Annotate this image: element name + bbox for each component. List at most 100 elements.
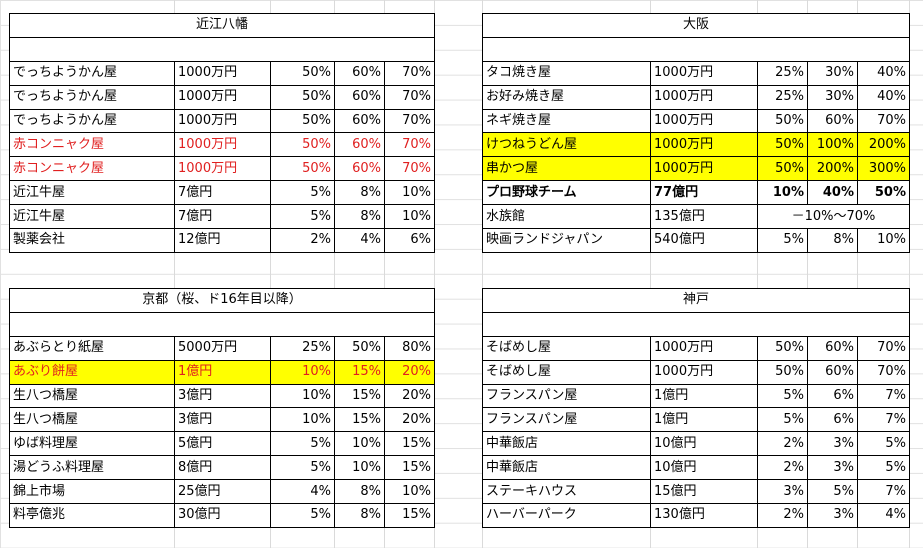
rate-cell-3[interactable]: 70% bbox=[384, 156, 435, 182]
rate-cell-3[interactable]: 10% bbox=[384, 180, 435, 206]
rate-cell-2[interactable]: 15% bbox=[334, 407, 385, 433]
amount-cell[interactable]: 15億円 bbox=[650, 479, 758, 505]
rate-cell-2[interactable]: 60% bbox=[334, 156, 385, 182]
amount-cell[interactable]: 5000万円 bbox=[174, 335, 271, 361]
rate-cell-3[interactable]: 70% bbox=[857, 359, 910, 385]
rate-cell-2[interactable]: 60% bbox=[807, 108, 858, 134]
rate-cell-3[interactable]: 7% bbox=[857, 383, 910, 409]
rate-range-cell[interactable]: －10%～70% bbox=[757, 204, 910, 230]
rate-cell-3[interactable]: 70% bbox=[384, 84, 435, 110]
rate-cell-2[interactable]: 40% bbox=[807, 180, 858, 206]
rate-cell-2[interactable]: 15% bbox=[334, 383, 385, 409]
rate-cell-3[interactable]: 15% bbox=[384, 431, 435, 457]
blank-cell[interactable] bbox=[9, 311, 435, 337]
amount-cell[interactable]: 77億円 bbox=[650, 180, 758, 206]
rate-cell-1[interactable]: 50% bbox=[757, 156, 808, 182]
rate-cell-2[interactable]: 30% bbox=[807, 60, 858, 86]
rate-cell-3[interactable]: 40% bbox=[857, 60, 910, 86]
rate-cell-3[interactable]: 300% bbox=[857, 156, 910, 182]
amount-cell[interactable]: 1000万円 bbox=[650, 359, 758, 385]
blank-cell[interactable] bbox=[482, 311, 910, 337]
table-title[interactable]: 神戸 bbox=[482, 288, 910, 313]
rate-cell-2[interactable]: 60% bbox=[807, 335, 858, 361]
amount-cell[interactable]: 1000万円 bbox=[650, 108, 758, 134]
amount-cell[interactable]: 8億円 bbox=[174, 455, 271, 481]
rate-cell-1[interactable]: 50% bbox=[757, 359, 808, 385]
rate-cell-3[interactable]: 70% bbox=[384, 132, 435, 158]
rate-cell-3[interactable]: 7% bbox=[857, 407, 910, 433]
rate-cell-1[interactable]: 5% bbox=[270, 180, 335, 206]
amount-cell[interactable]: 1000万円 bbox=[650, 84, 758, 110]
amount-cell[interactable]: 7億円 bbox=[174, 180, 271, 206]
rate-cell-1[interactable]: 50% bbox=[757, 132, 808, 158]
amount-cell[interactable]: 130億円 bbox=[650, 503, 758, 528]
rate-cell-3[interactable]: 4% bbox=[857, 503, 910, 528]
rate-cell-2[interactable]: 8% bbox=[334, 204, 385, 230]
business-name-cell[interactable]: 生八つ橋屋 bbox=[9, 383, 175, 409]
business-name-cell[interactable]: 料亭億兆 bbox=[9, 503, 175, 528]
business-name-cell[interactable]: あぶらとり紙屋 bbox=[9, 335, 175, 361]
rate-cell-2[interactable]: 3% bbox=[807, 431, 858, 457]
amount-cell[interactable]: 1000万円 bbox=[650, 60, 758, 86]
business-name-cell[interactable]: 製薬会社 bbox=[9, 228, 175, 253]
rate-cell-1[interactable]: 10% bbox=[270, 407, 335, 433]
amount-cell[interactable]: 1000万円 bbox=[174, 60, 271, 86]
rate-cell-3[interactable]: 6% bbox=[384, 228, 435, 253]
rate-cell-2[interactable]: 60% bbox=[334, 60, 385, 86]
business-name-cell[interactable]: そばめし屋 bbox=[482, 359, 651, 385]
business-name-cell[interactable]: でっちようかん屋 bbox=[9, 84, 175, 110]
amount-cell[interactable]: 1000万円 bbox=[174, 156, 271, 182]
rate-cell-1[interactable]: 50% bbox=[270, 60, 335, 86]
rate-cell-1[interactable]: 2% bbox=[757, 455, 808, 481]
business-name-cell[interactable]: ゆば料理屋 bbox=[9, 431, 175, 457]
rate-cell-3[interactable]: 10% bbox=[384, 204, 435, 230]
rate-cell-2[interactable]: 60% bbox=[807, 359, 858, 385]
amount-cell[interactable]: 1000万円 bbox=[650, 335, 758, 361]
business-name-cell[interactable]: ハーバーパーク bbox=[482, 503, 651, 528]
rate-cell-2[interactable]: 15% bbox=[334, 359, 385, 385]
business-name-cell[interactable]: あぶり餅屋 bbox=[9, 359, 175, 385]
business-name-cell[interactable]: お好み焼き屋 bbox=[482, 84, 651, 110]
rate-cell-1[interactable]: 50% bbox=[757, 108, 808, 134]
amount-cell[interactable]: 3億円 bbox=[174, 383, 271, 409]
rate-cell-3[interactable]: 15% bbox=[384, 455, 435, 481]
rate-cell-1[interactable]: 4% bbox=[270, 479, 335, 505]
rate-cell-1[interactable]: 10% bbox=[270, 383, 335, 409]
rate-cell-3[interactable]: 80% bbox=[384, 335, 435, 361]
rate-cell-1[interactable]: 2% bbox=[757, 431, 808, 457]
amount-cell[interactable]: 1億円 bbox=[650, 383, 758, 409]
rate-cell-2[interactable]: 3% bbox=[807, 455, 858, 481]
rate-cell-3[interactable]: 5% bbox=[857, 431, 910, 457]
rate-cell-3[interactable]: 200% bbox=[857, 132, 910, 158]
blank-cell[interactable] bbox=[482, 36, 910, 62]
amount-cell[interactable]: 3億円 bbox=[174, 407, 271, 433]
business-name-cell[interactable]: そばめし屋 bbox=[482, 335, 651, 361]
blank-cell[interactable] bbox=[9, 36, 435, 62]
rate-cell-2[interactable]: 5% bbox=[807, 479, 858, 505]
amount-cell[interactable]: 1億円 bbox=[650, 407, 758, 433]
rate-cell-2[interactable]: 50% bbox=[334, 335, 385, 361]
business-name-cell[interactable]: ネギ焼き屋 bbox=[482, 108, 651, 134]
business-name-cell[interactable]: けつねうどん屋 bbox=[482, 132, 651, 158]
rate-cell-2[interactable]: 3% bbox=[807, 503, 858, 528]
rate-cell-2[interactable]: 60% bbox=[334, 84, 385, 110]
rate-cell-3[interactable]: 70% bbox=[384, 108, 435, 134]
amount-cell[interactable]: 10億円 bbox=[650, 431, 758, 457]
business-name-cell[interactable]: 赤コンニャク屋 bbox=[9, 132, 175, 158]
business-name-cell[interactable]: でっちようかん屋 bbox=[9, 108, 175, 134]
rate-cell-2[interactable]: 10% bbox=[334, 431, 385, 457]
rate-cell-2[interactable]: 60% bbox=[334, 108, 385, 134]
amount-cell[interactable]: 7億円 bbox=[174, 204, 271, 230]
business-name-cell[interactable]: ステーキハウス bbox=[482, 479, 651, 505]
business-name-cell[interactable]: 中華飯店 bbox=[482, 431, 651, 457]
rate-cell-1[interactable]: 25% bbox=[757, 84, 808, 110]
rate-cell-2[interactable]: 60% bbox=[334, 132, 385, 158]
rate-cell-1[interactable]: 25% bbox=[757, 60, 808, 86]
rate-cell-1[interactable]: 50% bbox=[270, 132, 335, 158]
rate-cell-3[interactable]: 40% bbox=[857, 84, 910, 110]
amount-cell[interactable]: 540億円 bbox=[650, 228, 758, 253]
rate-cell-1[interactable]: 5% bbox=[757, 407, 808, 433]
business-name-cell[interactable]: 串かつ屋 bbox=[482, 156, 651, 182]
business-name-cell[interactable]: タコ焼き屋 bbox=[482, 60, 651, 86]
rate-cell-2[interactable]: 8% bbox=[807, 228, 858, 253]
